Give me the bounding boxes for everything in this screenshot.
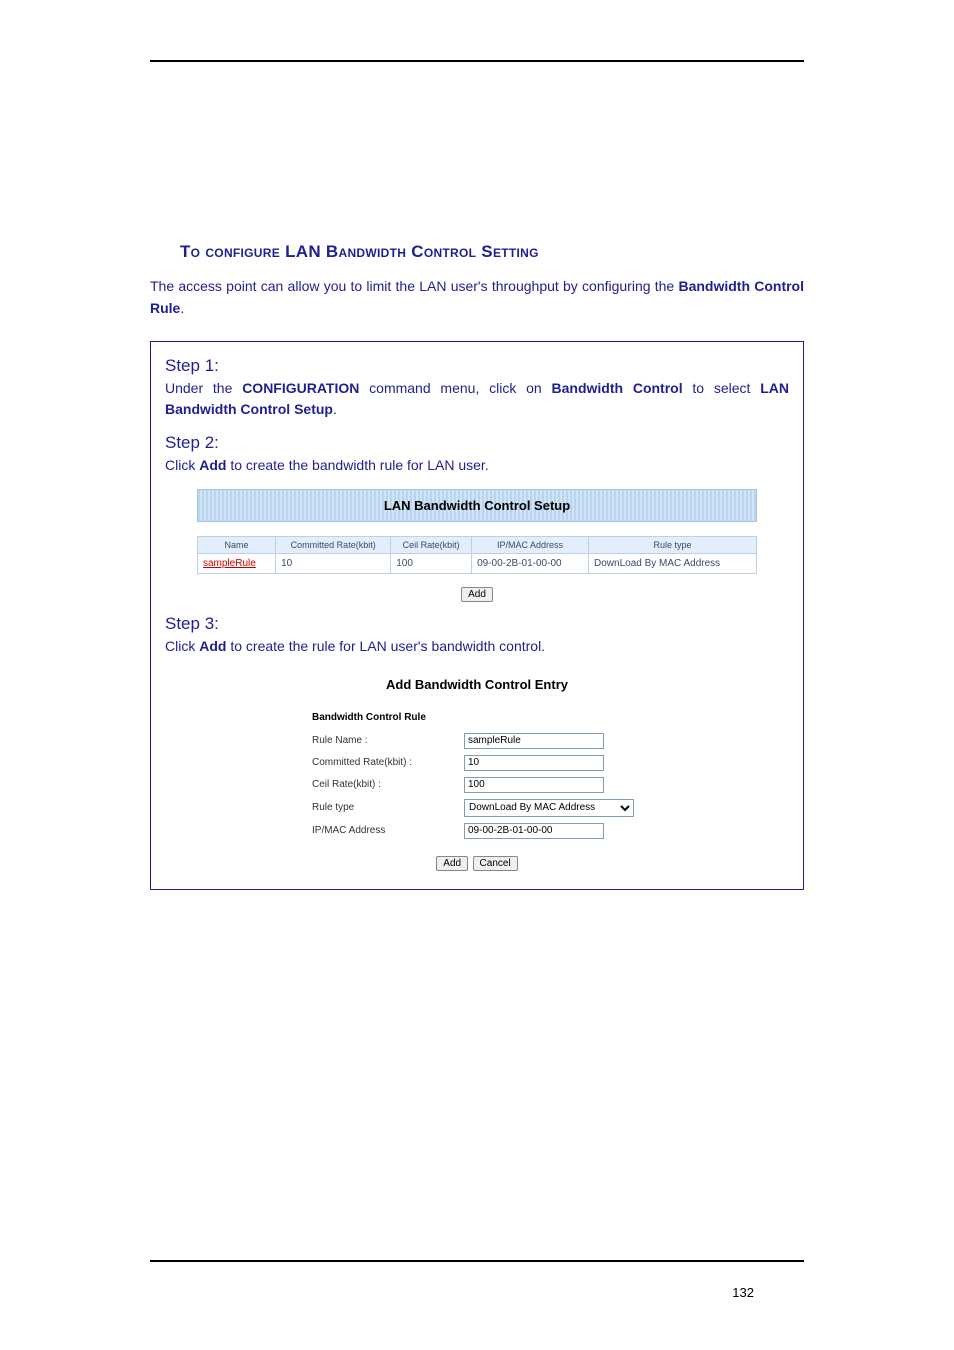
step2-pre: Click (165, 457, 199, 473)
form-table: Bandwidth Control Rule Rule Name : Commi… (310, 708, 644, 843)
step1-label: Step 1: (165, 356, 789, 376)
bottom-rule (150, 1260, 804, 1262)
col-committed: Committed Rate(kbit) (276, 537, 391, 554)
cell-ceil: 100 (391, 554, 472, 574)
lan-setup-title: LAN Bandwidth Control Setup (197, 489, 757, 522)
form-button-row: Add Cancel (247, 853, 707, 871)
step1-text: Under the CONFIGURATION command menu, cl… (165, 378, 789, 419)
intro-pre: The access point can allow you to limit … (150, 278, 678, 294)
col-ruletype: Rule type (589, 537, 757, 554)
form-cancel-button[interactable]: Cancel (473, 856, 518, 871)
step2-b1: Add (199, 457, 226, 473)
page-container: To configure LAN Bandwidth Control Setti… (0, 0, 954, 1350)
col-ceil: Ceil Rate(kbit) (391, 537, 472, 554)
step1-mid1: command menu, click on (359, 380, 551, 396)
grid-button-row: Add (197, 584, 757, 602)
cell-addr: 09-00-2B-01-00-00 (472, 554, 589, 574)
step1-b2: Bandwidth Control (552, 380, 683, 396)
intro-paragraph: The access point can allow you to limit … (150, 276, 804, 319)
label-ceil: Ceil Rate(kbit) : (312, 775, 462, 795)
step3-pre: Click (165, 638, 199, 654)
intro-post: . (180, 300, 184, 316)
col-addr: IP/MAC Address (472, 537, 589, 554)
cell-name-link[interactable]: sampleRule (198, 554, 276, 574)
committed-rate-input[interactable] (464, 755, 604, 771)
addr-input[interactable] (464, 823, 604, 839)
step2-post: to create the bandwidth rule for LAN use… (226, 457, 488, 473)
ceil-rate-input[interactable] (464, 777, 604, 793)
cell-committed: 10 (276, 554, 391, 574)
form-title: Add Bandwidth Control Entry (247, 671, 707, 708)
rule-name-input[interactable] (464, 733, 604, 749)
step3-label: Step 3: (165, 614, 789, 634)
step1-mid2: to select (683, 380, 761, 396)
step3-b1: Add (199, 638, 226, 654)
rules-table: Name Committed Rate(kbit) Ceil Rate(kbit… (197, 536, 757, 574)
step3-post: to create the rule for LAN user's bandwi… (226, 638, 545, 654)
label-rule-type: Rule type (312, 797, 462, 819)
page-number: 132 (732, 1285, 754, 1300)
col-name: Name (198, 537, 276, 554)
label-addr: IP/MAC Address (312, 821, 462, 841)
rule-type-select[interactable]: DownLoad By MAC Address (464, 799, 634, 817)
cell-ruletype: DownLoad By MAC Address (589, 554, 757, 574)
label-committed: Committed Rate(kbit) : (312, 753, 462, 773)
add-entry-screenshot: Add Bandwidth Control Entry Bandwidth Co… (247, 671, 707, 871)
form-subtitle: Bandwidth Control Rule (312, 710, 642, 729)
step2-label: Step 2: (165, 433, 789, 453)
step1-pre: Under the (165, 380, 242, 396)
section-heading: To configure LAN Bandwidth Control Setti… (180, 242, 804, 262)
step1-post: . (333, 401, 337, 417)
lan-setup-screenshot: LAN Bandwidth Control Setup Name Committ… (197, 489, 757, 602)
step2-text: Click Add to create the bandwidth rule f… (165, 455, 789, 475)
label-rule-name: Rule Name : (312, 731, 462, 751)
step1-b1: CONFIGURATION (242, 380, 359, 396)
table-row: sampleRule 10 100 09-00-2B-01-00-00 Down… (198, 554, 757, 574)
form-add-button[interactable]: Add (436, 856, 468, 871)
grid-add-button[interactable]: Add (461, 587, 493, 602)
steps-box: Step 1: Under the CONFIGURATION command … (150, 341, 804, 889)
top-rule (150, 60, 804, 62)
step3-text: Click Add to create the rule for LAN use… (165, 636, 789, 656)
